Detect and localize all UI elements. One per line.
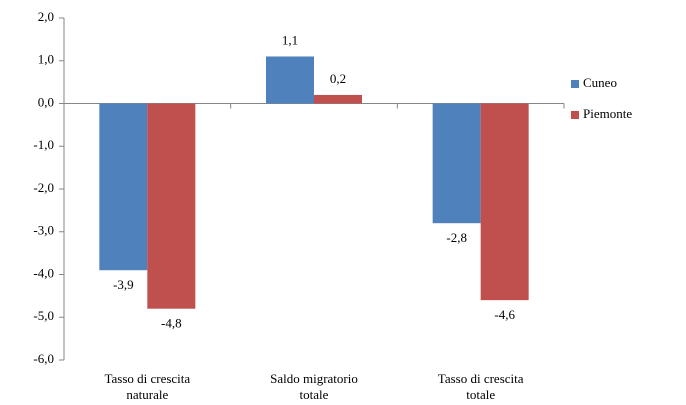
bar <box>99 103 148 271</box>
bar <box>480 103 529 301</box>
bar <box>266 56 314 104</box>
legend-swatch <box>571 80 579 88</box>
y-tick-label: -1,0 <box>33 137 54 152</box>
data-label: -4,6 <box>494 307 515 322</box>
bar <box>432 103 481 224</box>
y-tick-label: -6,0 <box>33 351 54 366</box>
x-tick-label: Tasso di crescita totale <box>438 371 524 402</box>
bar <box>314 94 362 104</box>
legend-label: Cuneo <box>583 75 617 90</box>
y-tick-label: -2,0 <box>33 180 54 195</box>
legend-label: Piemonte <box>583 106 632 121</box>
y-tick-label: -4,0 <box>33 265 54 280</box>
x-tick-label: Saldo migratorio totale <box>270 371 358 402</box>
y-tick-label: -3,0 <box>33 223 54 238</box>
y-tick-label: 2,0 <box>38 9 54 24</box>
x-tick-label: Tasso di crescita naturale <box>104 371 190 402</box>
data-label: -3,9 <box>113 277 134 292</box>
data-label: -4,8 <box>161 316 182 331</box>
data-label: -2,8 <box>446 230 467 245</box>
data-label: 1,1 <box>282 32 298 47</box>
y-tick-label: -5,0 <box>33 308 54 323</box>
y-tick-label: 1,0 <box>38 52 54 67</box>
bar <box>147 103 196 309</box>
data-label: 0,2 <box>330 71 346 86</box>
legend-swatch <box>571 111 579 119</box>
y-tick-label: 0,0 <box>38 94 54 109</box>
